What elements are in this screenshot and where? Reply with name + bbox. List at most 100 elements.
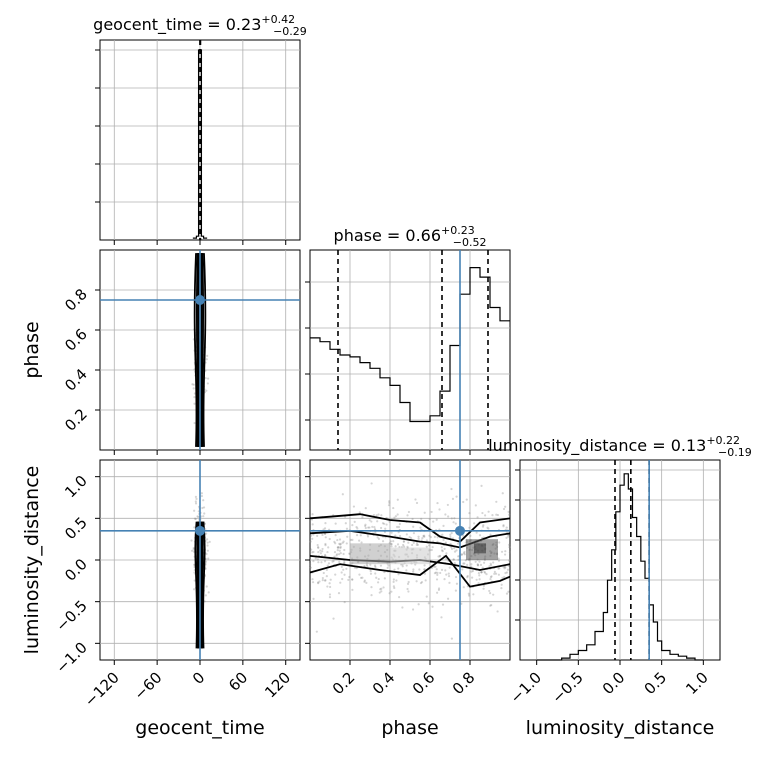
sample-point — [441, 550, 444, 553]
sample-point — [341, 493, 344, 496]
sample-point — [359, 534, 362, 537]
sample-point — [492, 561, 495, 564]
sample-point — [314, 557, 317, 560]
sample-point — [434, 565, 437, 568]
sample-point — [363, 580, 366, 583]
sample-point — [194, 502, 198, 505]
sample-point — [334, 542, 337, 545]
sample-point — [351, 538, 354, 541]
title-geocent-time: geocent_time = 0.23+0.42 −0.29 — [93, 13, 307, 38]
sample-point — [329, 585, 332, 589]
sample-point — [445, 552, 448, 555]
sample-point — [478, 560, 481, 563]
sample-point — [488, 589, 491, 593]
contour-level — [195, 253, 205, 447]
sample-point — [333, 551, 337, 554]
sample-point — [311, 581, 315, 584]
sample-point — [505, 526, 508, 529]
sample-point — [317, 561, 320, 564]
sample-point — [378, 591, 381, 594]
sample-point — [476, 564, 480, 567]
sample-point — [500, 583, 503, 586]
sample-point — [192, 588, 196, 591]
sample-point — [495, 513, 498, 516]
sample-point — [203, 512, 206, 515]
sample-point — [415, 543, 418, 546]
sample-point — [450, 531, 453, 535]
sample-point — [483, 571, 487, 574]
y-tick-label: 1.0 — [61, 472, 91, 502]
sample-point — [327, 562, 331, 565]
sample-point — [337, 546, 340, 549]
sample-point — [423, 568, 426, 571]
sample-point — [196, 515, 199, 518]
sample-point — [351, 524, 354, 527]
sample-point — [466, 574, 469, 578]
sample-point — [457, 555, 460, 558]
sample-point — [373, 564, 377, 567]
sample-point — [342, 568, 345, 571]
sample-point — [468, 511, 471, 515]
sample-point — [449, 535, 452, 539]
sample-point — [474, 560, 477, 563]
sample-point — [435, 568, 438, 571]
sample-point — [383, 571, 386, 574]
sample-point — [339, 545, 342, 549]
sample-point — [502, 507, 506, 511]
sample-point — [206, 544, 209, 547]
sample-point — [370, 482, 373, 485]
sample-point — [372, 513, 376, 517]
sample-point — [375, 514, 378, 517]
sample-point — [494, 572, 498, 575]
sample-point — [402, 543, 405, 547]
truth-point — [195, 295, 205, 305]
sample-point — [192, 548, 195, 551]
sample-point — [454, 575, 458, 579]
sample-point — [397, 525, 401, 529]
sample-point — [206, 549, 209, 552]
sample-point — [316, 534, 319, 537]
sample-point — [427, 544, 431, 547]
sample-point — [453, 517, 456, 520]
sample-point — [325, 574, 328, 578]
density-block — [466, 539, 498, 560]
sample-point — [461, 568, 464, 571]
sample-point — [367, 526, 370, 529]
sample-point — [442, 538, 445, 542]
sample-point — [387, 504, 391, 507]
x-tick-label: 0.5 — [641, 668, 671, 698]
sample-point — [342, 561, 346, 565]
sample-point — [193, 509, 196, 512]
sample-point — [423, 535, 426, 538]
sample-point — [497, 557, 500, 560]
sample-point — [452, 521, 455, 524]
sample-point — [388, 592, 391, 595]
panel-ld-hist: −1.0 −0.5 0.0 0.5 1.0 luminosity_distance = … — [488, 434, 752, 739]
truth-point — [455, 525, 465, 536]
sample-point — [405, 533, 408, 536]
sample-point — [392, 578, 395, 581]
sample-point — [398, 534, 402, 538]
sample-point — [407, 590, 410, 593]
x-tick-label: 0.8 — [449, 668, 479, 698]
sample-point — [340, 571, 343, 574]
sample-point — [339, 542, 342, 545]
sample-point — [342, 552, 345, 556]
sample-point — [343, 573, 346, 576]
sample-point — [324, 522, 327, 525]
sample-point — [488, 565, 491, 568]
sample-point — [405, 569, 408, 572]
sample-point — [412, 570, 415, 573]
sample-point — [194, 517, 197, 521]
sample-point — [373, 526, 376, 529]
sample-point — [377, 537, 381, 540]
sample-point — [430, 548, 433, 552]
sample-point — [360, 541, 363, 544]
sample-point — [478, 574, 481, 577]
sample-point — [485, 573, 488, 576]
sample-point — [480, 484, 483, 487]
sample-point — [316, 543, 319, 547]
sample-point — [412, 525, 415, 528]
sample-point — [432, 520, 435, 523]
sample-point — [321, 550, 324, 553]
